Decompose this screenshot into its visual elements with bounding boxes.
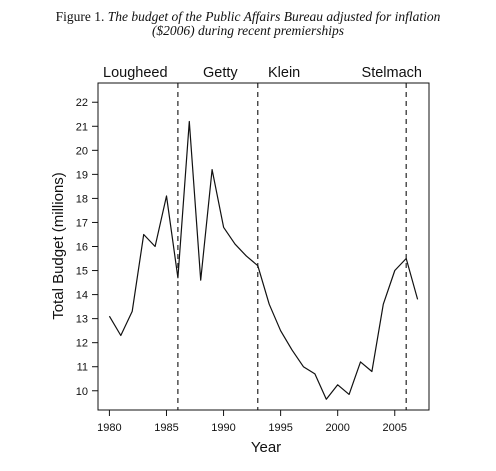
caption-line-1: Figure 1. The budget of the Public Affai… xyxy=(0,10,496,24)
y-tick-label: 17 xyxy=(76,217,88,229)
y-tick-label: 14 xyxy=(76,290,88,302)
y-tick-label: 13 xyxy=(76,314,88,326)
x-axis-label: Year xyxy=(251,439,281,456)
budget-series-line xyxy=(108,120,419,400)
y-tick-label: 19 xyxy=(76,169,88,181)
premier-label-lougheed: Lougheed xyxy=(103,65,168,81)
x-tick-label: 1995 xyxy=(268,422,292,434)
y-axis-label: Total Budget (millions) xyxy=(50,172,67,320)
x-tick-label: 1985 xyxy=(154,422,178,434)
premier-label-stelmach: Stelmach xyxy=(362,65,422,81)
y-tick-label: 11 xyxy=(77,362,88,374)
y-tick-label: 21 xyxy=(76,121,88,133)
premier-label-getty: Getty xyxy=(203,65,238,81)
plot-frame xyxy=(97,82,430,411)
caption-title-line-1: The budget of the Public Affairs Bureau … xyxy=(107,9,441,24)
y-tick-label: 22 xyxy=(76,97,88,109)
x-tick-label: 1980 xyxy=(97,422,121,434)
y-tick-label: 16 xyxy=(76,242,88,254)
caption-label: Figure 1. xyxy=(55,9,105,24)
x-tick-label: 1990 xyxy=(211,422,235,434)
y-tick-label: 20 xyxy=(76,145,88,157)
y-tick-label: 10 xyxy=(76,386,88,398)
x-tick-label: 2000 xyxy=(325,422,349,434)
figure-caption: Figure 1. The budget of the Public Affai… xyxy=(0,10,496,38)
y-tick-label: 15 xyxy=(76,266,88,278)
x-tick-label: 2005 xyxy=(383,422,407,434)
y-tick-label: 18 xyxy=(76,193,88,205)
premier-label-klein: Klein xyxy=(268,65,300,81)
caption-title-line-2: ($2006) during recent premierships xyxy=(151,23,345,38)
y-tick-label: 12 xyxy=(76,338,88,350)
